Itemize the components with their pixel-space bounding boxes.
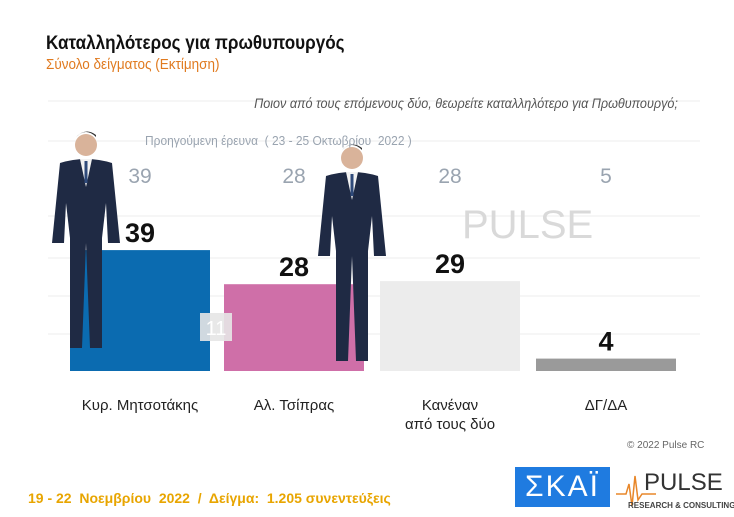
person-suit bbox=[52, 159, 120, 348]
previous-value-label: 28 bbox=[282, 165, 305, 188]
previous-value-label: 39 bbox=[128, 165, 151, 188]
person-head bbox=[75, 134, 97, 156]
person-tie bbox=[350, 174, 354, 196]
chart-title: Καταλληλότερος για πρωθυπουργός bbox=[46, 33, 345, 54]
category-label: Κανέναν bbox=[422, 397, 478, 414]
pulse-logo-text: PULSE bbox=[644, 469, 723, 496]
bar-3 bbox=[536, 358, 676, 371]
question-text: Ποιον από τους επόμενους δύο, θεωρείτε κ… bbox=[254, 95, 678, 111]
tsipras-photo bbox=[318, 144, 386, 361]
previous-survey-label: Προηγούμενη έρευνα ( 23 - 25 Οκτωβρίου 2… bbox=[145, 133, 412, 148]
data-label: 28 bbox=[279, 252, 309, 282]
person-head bbox=[341, 147, 363, 169]
category-label: ΔΓ/ΔΑ bbox=[585, 397, 627, 414]
data-label: 39 bbox=[125, 218, 155, 248]
data-label: 4 bbox=[598, 327, 613, 357]
data-label: 29 bbox=[435, 249, 465, 279]
annotation-box bbox=[200, 313, 232, 341]
pulse-logo: PULSE RESEARCH & CONSULTING bbox=[616, 469, 734, 510]
person-tie bbox=[84, 161, 88, 183]
category-label: Αλ. Τσίπρας bbox=[254, 397, 334, 414]
chart-subtitle: Σύνολο δείγματος (Εκτίμηση) bbox=[46, 56, 220, 73]
copyright: © 2022 Pulse RC bbox=[627, 440, 705, 451]
person-suit bbox=[318, 172, 386, 361]
annotation-label: 11 bbox=[206, 318, 227, 340]
category-label: Κυρ. Μητσοτάκης bbox=[82, 397, 198, 414]
person-hair bbox=[342, 144, 362, 150]
bar-chart: PULSE 39 39 Κυρ. Μητσοτάκης 28 28 Αλ. Τσίπρας 2… bbox=[48, 100, 700, 433]
mitsotakis-photo bbox=[52, 131, 120, 348]
watermark: PULSE bbox=[462, 203, 593, 247]
footer-text: 19 - 22 Νοεμβρίου 2022 / Δείγμα: 1.205 σ… bbox=[28, 490, 391, 506]
category-label: από τους δύο bbox=[405, 416, 495, 433]
person-hair bbox=[76, 131, 96, 137]
bar-2 bbox=[380, 281, 520, 371]
pulse-logo-subtext: RESEARCH & CONSULTING bbox=[628, 501, 734, 510]
previous-value-label: 28 bbox=[438, 165, 461, 188]
skai-logo: ΣΚΑΪ bbox=[515, 467, 610, 507]
previous-value-label: 5 bbox=[600, 165, 612, 188]
